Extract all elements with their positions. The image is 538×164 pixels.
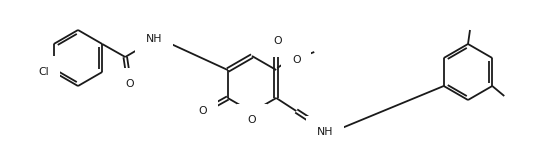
Text: NH: NH xyxy=(146,34,162,44)
Text: O: O xyxy=(125,79,133,89)
Text: O: O xyxy=(199,106,207,116)
Text: O: O xyxy=(292,55,301,65)
Text: O: O xyxy=(247,115,256,125)
Text: Cl: Cl xyxy=(38,67,49,77)
Text: NH: NH xyxy=(317,127,334,137)
Text: O: O xyxy=(273,36,281,46)
